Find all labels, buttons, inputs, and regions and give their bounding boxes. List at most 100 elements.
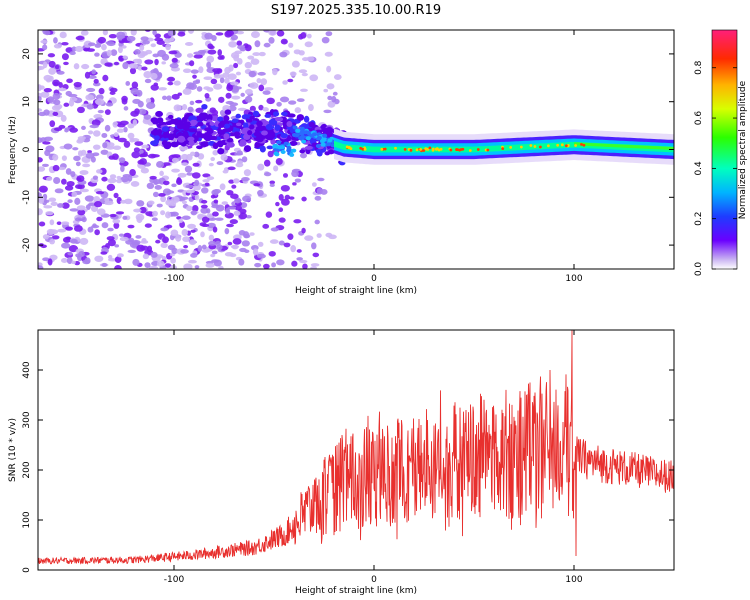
ridge-strong xyxy=(634,145,636,149)
spectral-blob xyxy=(154,58,159,66)
spectral-blob xyxy=(268,37,275,44)
spectral-blob xyxy=(105,102,114,107)
spectral-blob xyxy=(109,213,117,218)
spectral-blob xyxy=(216,161,224,166)
spectral-blob xyxy=(304,41,313,48)
spectral-blob xyxy=(275,201,280,207)
ridge-peak xyxy=(529,144,533,147)
spectral-blob xyxy=(104,109,111,115)
spectral-blob xyxy=(101,176,108,182)
ridge-strong xyxy=(628,144,630,148)
spectral-blob xyxy=(200,231,205,238)
spectral-blob xyxy=(327,138,333,143)
colorbar-label: Normalized spectral amplitude xyxy=(738,80,748,219)
spectral-blob xyxy=(69,208,79,212)
ridge-peak xyxy=(435,147,439,151)
spectral-blob xyxy=(96,208,106,216)
spectral-blob xyxy=(139,158,147,165)
spectral-blob xyxy=(100,149,109,155)
spectral-blob xyxy=(181,116,188,123)
spectral-blob xyxy=(53,176,61,185)
spectral-blob xyxy=(299,152,307,159)
spectral-blob xyxy=(215,240,221,246)
spectral-blob xyxy=(57,203,64,208)
spectral-blob xyxy=(275,158,283,165)
spectral-blob xyxy=(273,151,279,156)
spectral-blob xyxy=(56,221,62,226)
spectral-blob xyxy=(225,207,231,215)
spectral-blob xyxy=(63,143,73,150)
spectral-blob xyxy=(101,44,107,51)
spectral-blob xyxy=(218,265,224,269)
spectral-blob xyxy=(120,165,125,173)
spectral-blob xyxy=(127,123,135,129)
spectral-blob xyxy=(42,163,49,168)
spectral-blob xyxy=(166,95,172,101)
spectral-blob xyxy=(215,204,225,212)
spectral-blob xyxy=(157,49,166,58)
spectral-blob xyxy=(296,114,305,121)
ridge-peak xyxy=(422,149,426,152)
spectral-blob xyxy=(292,125,298,130)
spectral-blob xyxy=(192,74,197,79)
spectral-blob xyxy=(42,44,48,51)
spectral-blob xyxy=(215,217,224,221)
spectral-blob xyxy=(92,223,97,228)
spectral-blob xyxy=(167,76,176,82)
spectral-blob xyxy=(226,142,235,148)
spectral-blob xyxy=(194,265,200,269)
ridge-strong xyxy=(618,144,620,148)
spectral-blob xyxy=(183,263,193,269)
spectral-blob xyxy=(42,61,48,69)
spectral-blob xyxy=(208,162,214,167)
spectral-blob xyxy=(187,223,196,229)
spectral-blob xyxy=(117,46,123,54)
spectral-blob xyxy=(294,133,300,138)
spectral-blob xyxy=(243,133,251,141)
spectral-blob xyxy=(249,232,255,236)
spectral-blob xyxy=(218,96,225,103)
spectral-blob xyxy=(184,165,193,173)
spectral-blob xyxy=(211,259,220,263)
spectral-blob xyxy=(102,30,109,36)
spectral-blob xyxy=(240,202,248,208)
spectral-blob xyxy=(210,194,216,199)
spectral-blob xyxy=(38,157,43,163)
spectral-blob xyxy=(190,119,198,125)
spectral-blob xyxy=(321,36,330,44)
spectral-blob xyxy=(107,178,117,184)
spectral-blob xyxy=(130,181,140,187)
ridge-strong xyxy=(586,142,588,146)
spectral-blob xyxy=(136,244,145,252)
spectral-blob xyxy=(66,78,73,84)
spectral-blob xyxy=(256,120,263,127)
spectral-blob xyxy=(331,95,337,103)
spectral-blob xyxy=(171,157,179,163)
spectral-blob xyxy=(224,77,230,84)
spectral-blob xyxy=(219,77,225,84)
ridge-peak xyxy=(461,147,465,151)
spectral-blob xyxy=(160,227,169,232)
spectral-blob xyxy=(144,59,154,65)
spectral-blob xyxy=(127,224,135,229)
spectral-blob xyxy=(116,128,125,133)
spectral-blob xyxy=(86,48,96,52)
spectral-blob xyxy=(137,100,144,108)
spectral-blob xyxy=(58,124,66,129)
spectral-blob xyxy=(195,79,201,83)
spectral-blob xyxy=(206,61,212,69)
spectral-blob xyxy=(141,238,147,243)
spectral-blob xyxy=(304,145,313,150)
spectral-blob xyxy=(243,169,251,177)
spectral-blob xyxy=(190,69,199,74)
spectral-blob xyxy=(206,176,215,181)
spectral-blob xyxy=(316,233,322,238)
spectral-blob xyxy=(53,37,58,44)
spectral-blob xyxy=(286,120,293,128)
spectral-blob xyxy=(217,49,222,57)
spectral-blob xyxy=(189,60,195,67)
spectral-blob xyxy=(324,51,333,57)
spectral-blob xyxy=(52,154,59,161)
spectral-blob xyxy=(92,130,101,137)
spectral-blob xyxy=(245,214,252,219)
